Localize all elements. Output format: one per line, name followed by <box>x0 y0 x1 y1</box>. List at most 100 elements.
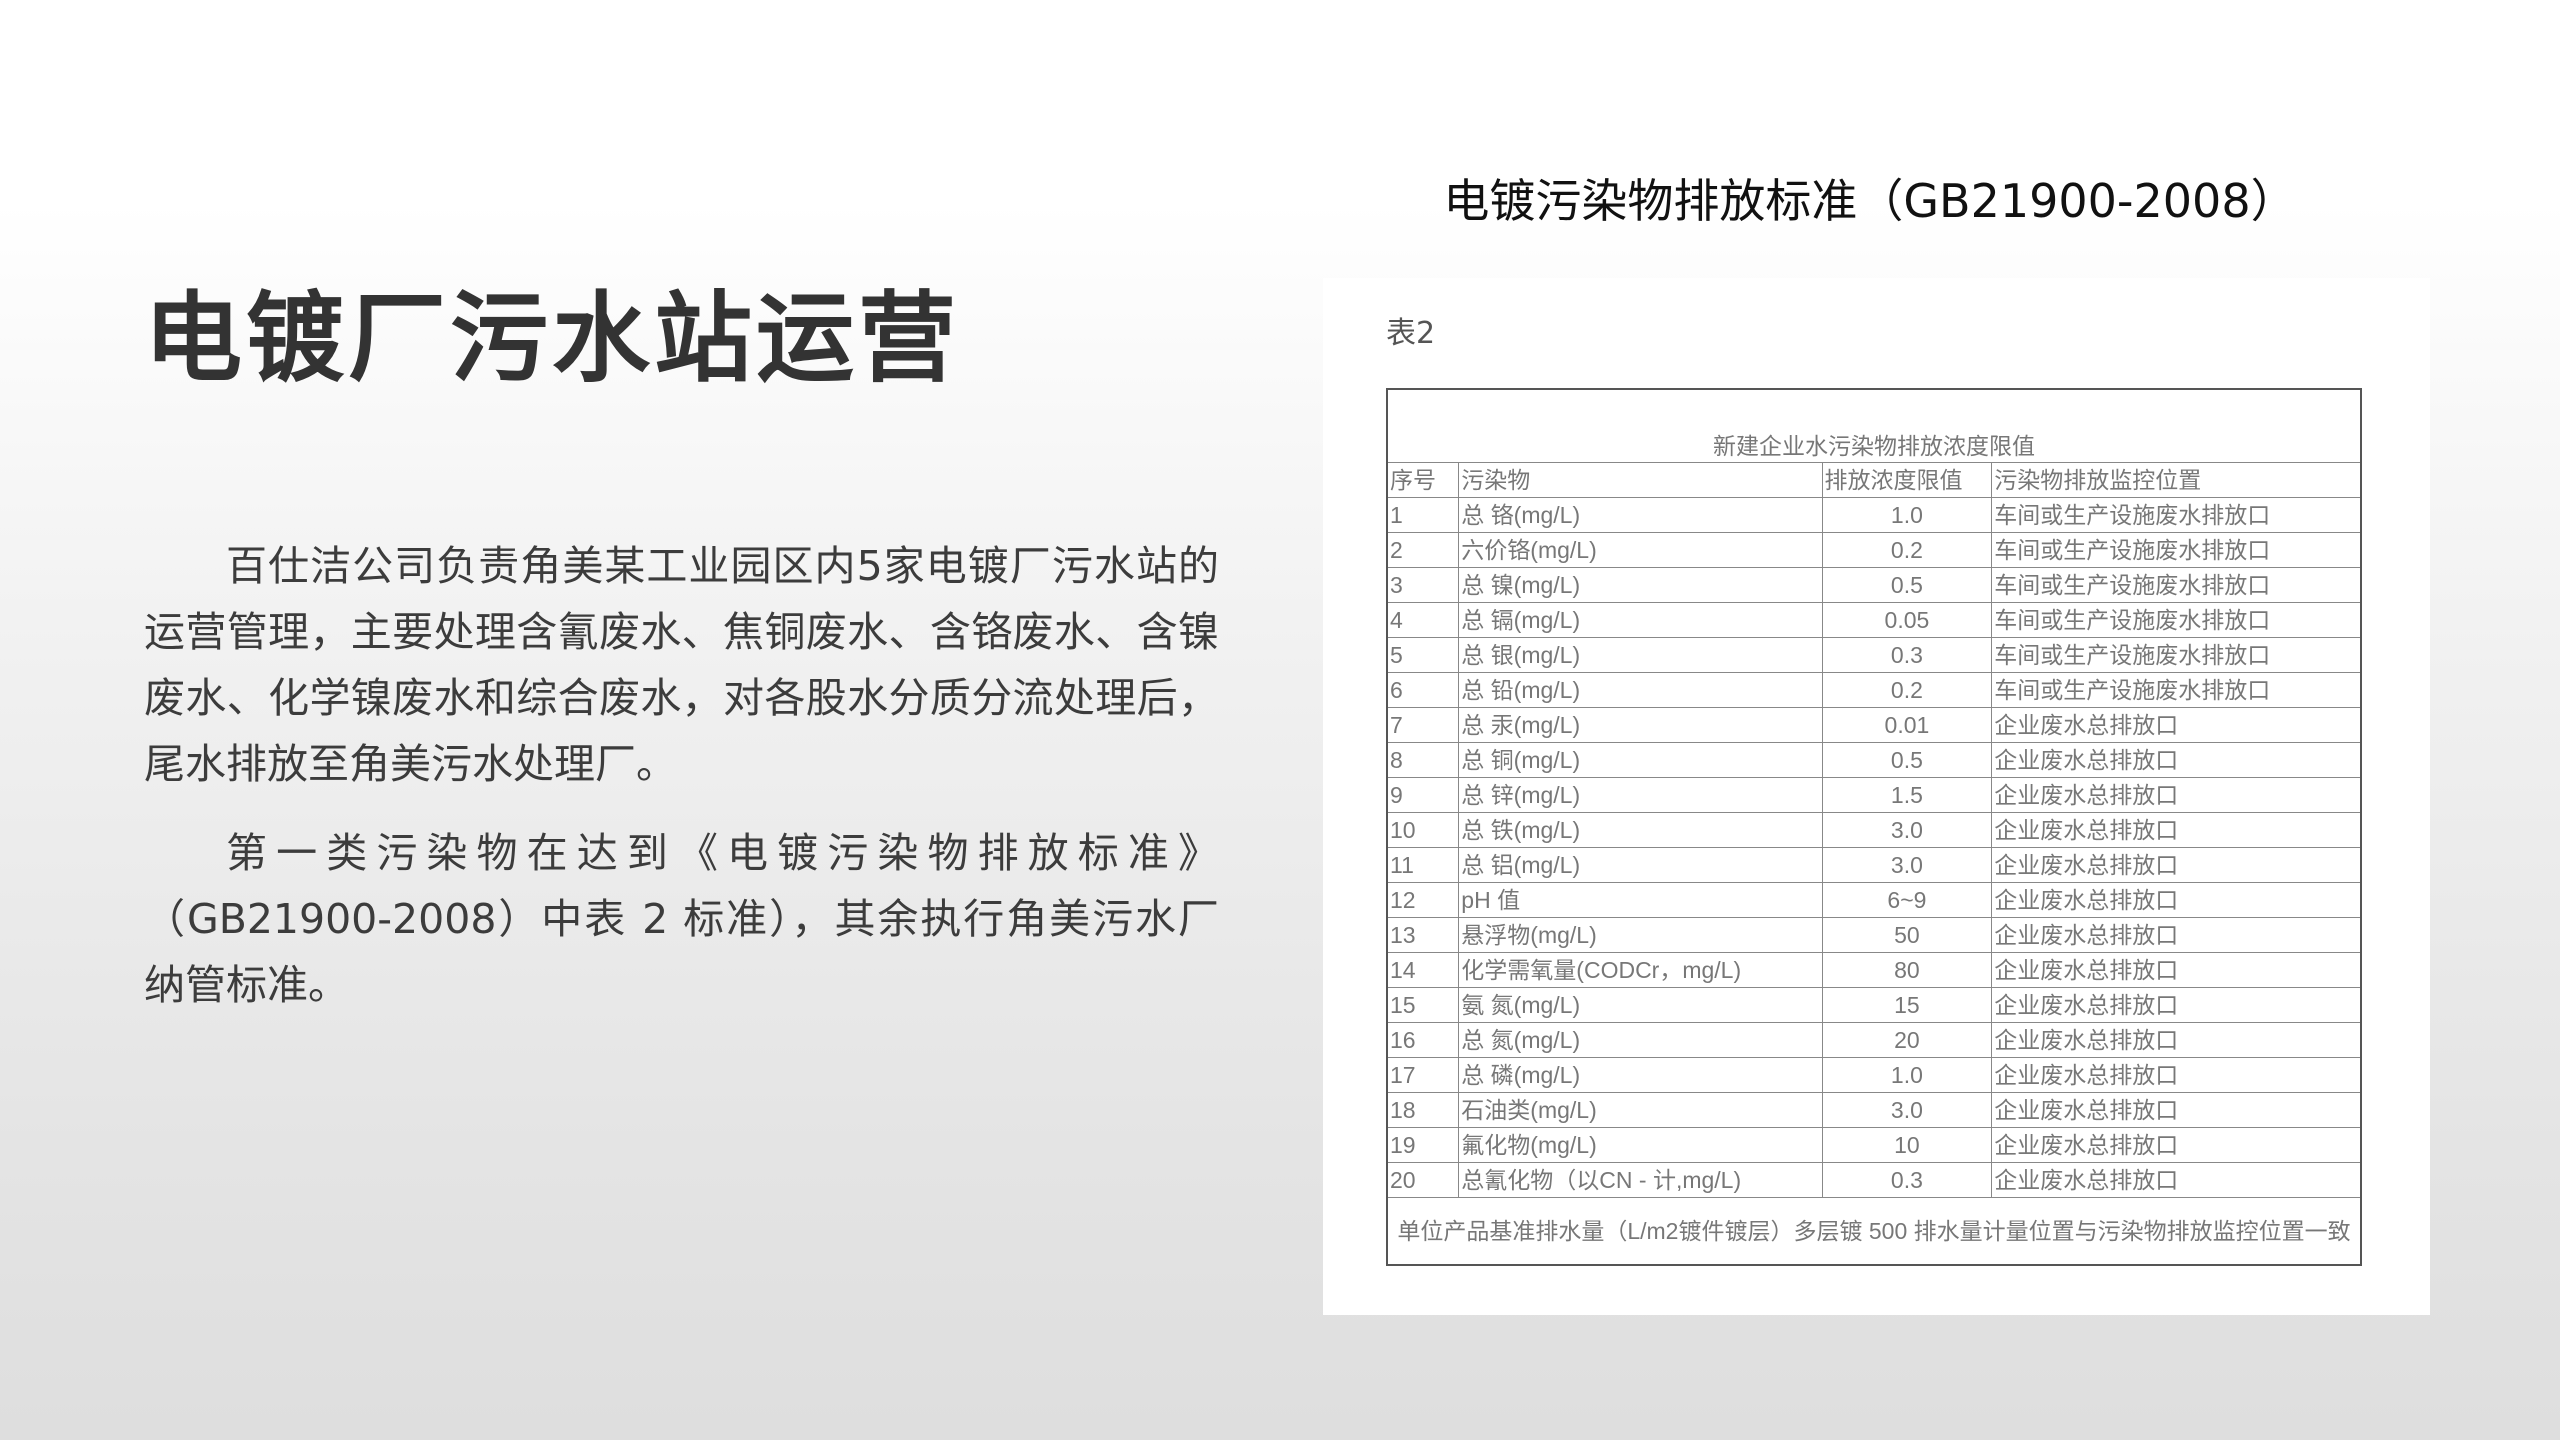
table-row: 14 化学需氧量(CODCr，mg/L) 80 企业废水总排放口 <box>1386 952 2362 988</box>
row-limit: 0.2 <box>1821 532 1993 568</box>
row-pollutant: 总 铅(mg/L) <box>1458 672 1823 708</box>
row-location: 企业废水总排放口 <box>1991 847 2362 883</box>
row-pollutant: pH 值 <box>1458 882 1823 918</box>
row-limit: 0.5 <box>1821 742 1993 778</box>
table-header-row: 序号 污染物 排放浓度限值 污染物排放监控位置 <box>1386 462 2362 498</box>
header-location: 污染物排放监控位置 <box>1991 462 2362 498</box>
row-limit: 50 <box>1821 917 1993 953</box>
row-location: 企业废水总排放口 <box>1991 1092 2362 1128</box>
header-limit: 排放浓度限值 <box>1821 462 1993 498</box>
table-caption: 新建企业水污染物排放浓度限值 <box>1386 388 2362 463</box>
paragraph-text: 第一类污染物在达到《电镀污染物排放标准》（GB21900-2008）中表 2 标… <box>144 829 1219 1009</box>
row-limit: 1.0 <box>1821 1057 1993 1093</box>
row-limit: 15 <box>1821 987 1993 1023</box>
table-caption-row: 新建企业水污染物排放浓度限值 <box>1386 388 2362 463</box>
row-index: 16 <box>1386 1022 1460 1058</box>
row-location: 车间或生产设施废水排放口 <box>1991 672 2362 708</box>
row-index: 18 <box>1386 1092 1460 1128</box>
row-pollutant: 总 氮(mg/L) <box>1458 1022 1823 1058</box>
row-limit: 3.0 <box>1821 1092 1993 1128</box>
row-limit: 0.5 <box>1821 567 1993 603</box>
row-index: 11 <box>1386 847 1460 883</box>
row-location: 企业废水总排放口 <box>1991 1022 2362 1058</box>
row-index: 15 <box>1386 987 1460 1023</box>
row-limit: 0.05 <box>1821 602 1993 638</box>
table-row: 12 pH 值 6~9 企业废水总排放口 <box>1386 882 2362 918</box>
row-pollutant: 总氰化物（以CN - 计,mg/L) <box>1458 1162 1823 1198</box>
row-pollutant: 总 汞(mg/L) <box>1458 707 1823 743</box>
row-location: 企业废水总排放口 <box>1991 882 2362 918</box>
row-index: 3 <box>1386 567 1460 603</box>
row-pollutant: 总 铝(mg/L) <box>1458 847 1823 883</box>
row-limit: 0.01 <box>1821 707 1993 743</box>
row-location: 企业废水总排放口 <box>1991 987 2362 1023</box>
row-index: 4 <box>1386 602 1460 638</box>
row-location: 车间或生产设施废水排放口 <box>1991 602 2362 638</box>
table-row: 13 悬浮物(mg/L) 50 企业废水总排放口 <box>1386 917 2362 953</box>
row-index: 20 <box>1386 1162 1460 1198</box>
row-location: 车间或生产设施废水排放口 <box>1991 532 2362 568</box>
table-card: 表2 新建企业水污染物排放浓度限值 序号 污染物 排放浓度限值 污染物排放监控位… <box>1323 278 2430 1315</box>
row-limit: 20 <box>1821 1022 1993 1058</box>
table-row: 10 总 铁(mg/L) 3.0 企业废水总排放口 <box>1386 812 2362 848</box>
table-row: 2 六价铬(mg/L) 0.2 车间或生产设施废水排放口 <box>1386 532 2362 568</box>
row-pollutant: 悬浮物(mg/L) <box>1458 917 1823 953</box>
row-index: 12 <box>1386 882 1460 918</box>
row-pollutant: 六价铬(mg/L) <box>1458 532 1823 568</box>
table-row: 19 氟化物(mg/L) 10 企业废水总排放口 <box>1386 1127 2362 1163</box>
table-row: 20 总氰化物（以CN - 计,mg/L) 0.3 企业废水总排放口 <box>1386 1162 2362 1198</box>
row-index: 10 <box>1386 812 1460 848</box>
emission-limits-table: 新建企业水污染物排放浓度限值 序号 污染物 排放浓度限值 污染物排放监控位置 1… <box>1386 388 2362 1266</box>
intro-paragraph: 百仕洁公司负责角美某工业园区内5家电镀厂污水站的运营管理，主要处理含氰废水、焦铜… <box>144 533 1219 797</box>
row-pollutant: 总 磷(mg/L) <box>1458 1057 1823 1093</box>
row-limit: 0.3 <box>1821 637 1993 673</box>
row-location: 企业废水总排放口 <box>1991 742 2362 778</box>
table-row: 11 总 铝(mg/L) 3.0 企业废水总排放口 <box>1386 847 2362 883</box>
row-index: 7 <box>1386 707 1460 743</box>
row-limit: 80 <box>1821 952 1993 988</box>
header-pollutant: 污染物 <box>1458 462 1823 498</box>
row-index: 13 <box>1386 917 1460 953</box>
row-pollutant: 总 铜(mg/L) <box>1458 742 1823 778</box>
row-location: 企业废水总排放口 <box>1991 1127 2362 1163</box>
row-pollutant: 总 锌(mg/L) <box>1458 777 1823 813</box>
standard-paragraph: 第一类污染物在达到《电镀污染物排放标准》（GB21900-2008）中表 2 标… <box>144 820 1219 1018</box>
row-limit: 3.0 <box>1821 812 1993 848</box>
row-location: 企业废水总排放口 <box>1991 812 2362 848</box>
header-index: 序号 <box>1386 462 1460 498</box>
row-index: 17 <box>1386 1057 1460 1093</box>
table-row: 16 总 氮(mg/L) 20 企业废水总排放口 <box>1386 1022 2362 1058</box>
row-limit: 10 <box>1821 1127 1993 1163</box>
row-pollutant: 总 铬(mg/L) <box>1458 497 1823 533</box>
row-index: 9 <box>1386 777 1460 813</box>
row-index: 1 <box>1386 497 1460 533</box>
row-index: 8 <box>1386 742 1460 778</box>
row-location: 企业废水总排放口 <box>1991 917 2362 953</box>
row-location: 企业废水总排放口 <box>1991 1057 2362 1093</box>
row-pollutant: 总 镍(mg/L) <box>1458 567 1823 603</box>
row-index: 5 <box>1386 637 1460 673</box>
table-footer-row: 单位产品基准排水量（L/m2镀件镀层）多层镀 500 排水量计量位置与污染物排放… <box>1386 1197 2362 1266</box>
row-pollutant: 总 镉(mg/L) <box>1458 602 1823 638</box>
row-pollutant: 氨 氮(mg/L) <box>1458 987 1823 1023</box>
row-pollutant: 总 铁(mg/L) <box>1458 812 1823 848</box>
row-pollutant: 化学需氧量(CODCr，mg/L) <box>1458 952 1823 988</box>
row-index: 2 <box>1386 532 1460 568</box>
row-limit: 3.0 <box>1821 847 1993 883</box>
row-location: 企业废水总排放口 <box>1991 707 2362 743</box>
row-limit: 0.2 <box>1821 672 1993 708</box>
row-location: 车间或生产设施废水排放口 <box>1991 497 2362 533</box>
table-row: 15 氨 氮(mg/L) 15 企业废水总排放口 <box>1386 987 2362 1023</box>
row-index: 14 <box>1386 952 1460 988</box>
row-location: 企业废水总排放口 <box>1991 1162 2362 1198</box>
row-location: 企业废水总排放口 <box>1991 777 2362 813</box>
table-label: 表2 <box>1386 316 1436 351</box>
row-location: 车间或生产设施废水排放口 <box>1991 637 2362 673</box>
row-limit: 0.3 <box>1821 1162 1993 1198</box>
